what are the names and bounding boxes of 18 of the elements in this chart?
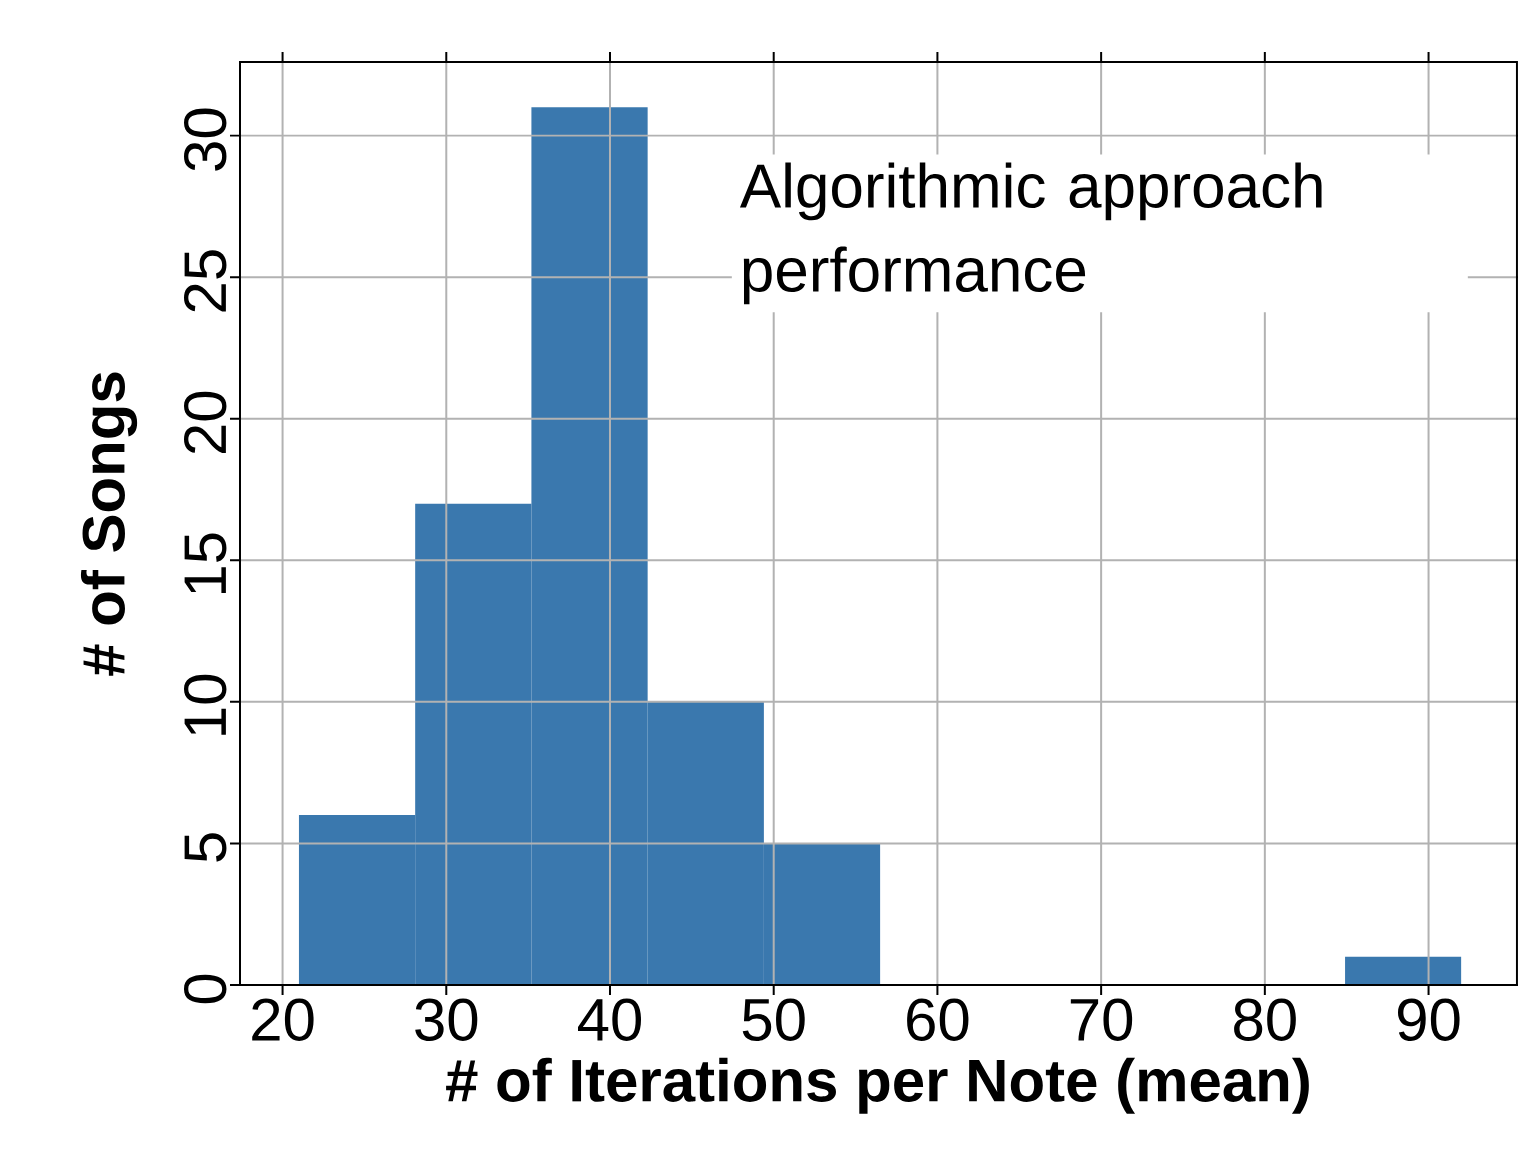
- y-tick-label: 25: [184, 250, 227, 312]
- y-tick-label: 0: [184, 974, 227, 1004]
- x-tick-label: 80: [1234, 998, 1296, 1041]
- x-tick-label: 50: [742, 998, 805, 1041]
- x-tick-label: 30: [415, 998, 478, 1041]
- y-tick-label: 5: [184, 833, 227, 862]
- x-tick-label: 70: [1070, 998, 1133, 1041]
- y-tick-label: 15: [184, 533, 227, 594]
- x-axis-title: # of Iterations per Note (mean): [446, 1057, 1309, 1114]
- x-tick-label: 40: [578, 998, 642, 1041]
- y-tick-label: 10: [184, 674, 227, 735]
- y-tick-label: 30: [184, 108, 227, 171]
- x-tick-label: 60: [907, 998, 969, 1041]
- x-tick-label: 90: [1397, 998, 1460, 1041]
- x-tick-label: 20: [252, 998, 314, 1041]
- y-axis-title: # of Songs: [80, 372, 138, 676]
- annotation: Algorithmic approach performance: [739, 162, 1322, 305]
- y-tick-label: 20: [184, 391, 227, 454]
